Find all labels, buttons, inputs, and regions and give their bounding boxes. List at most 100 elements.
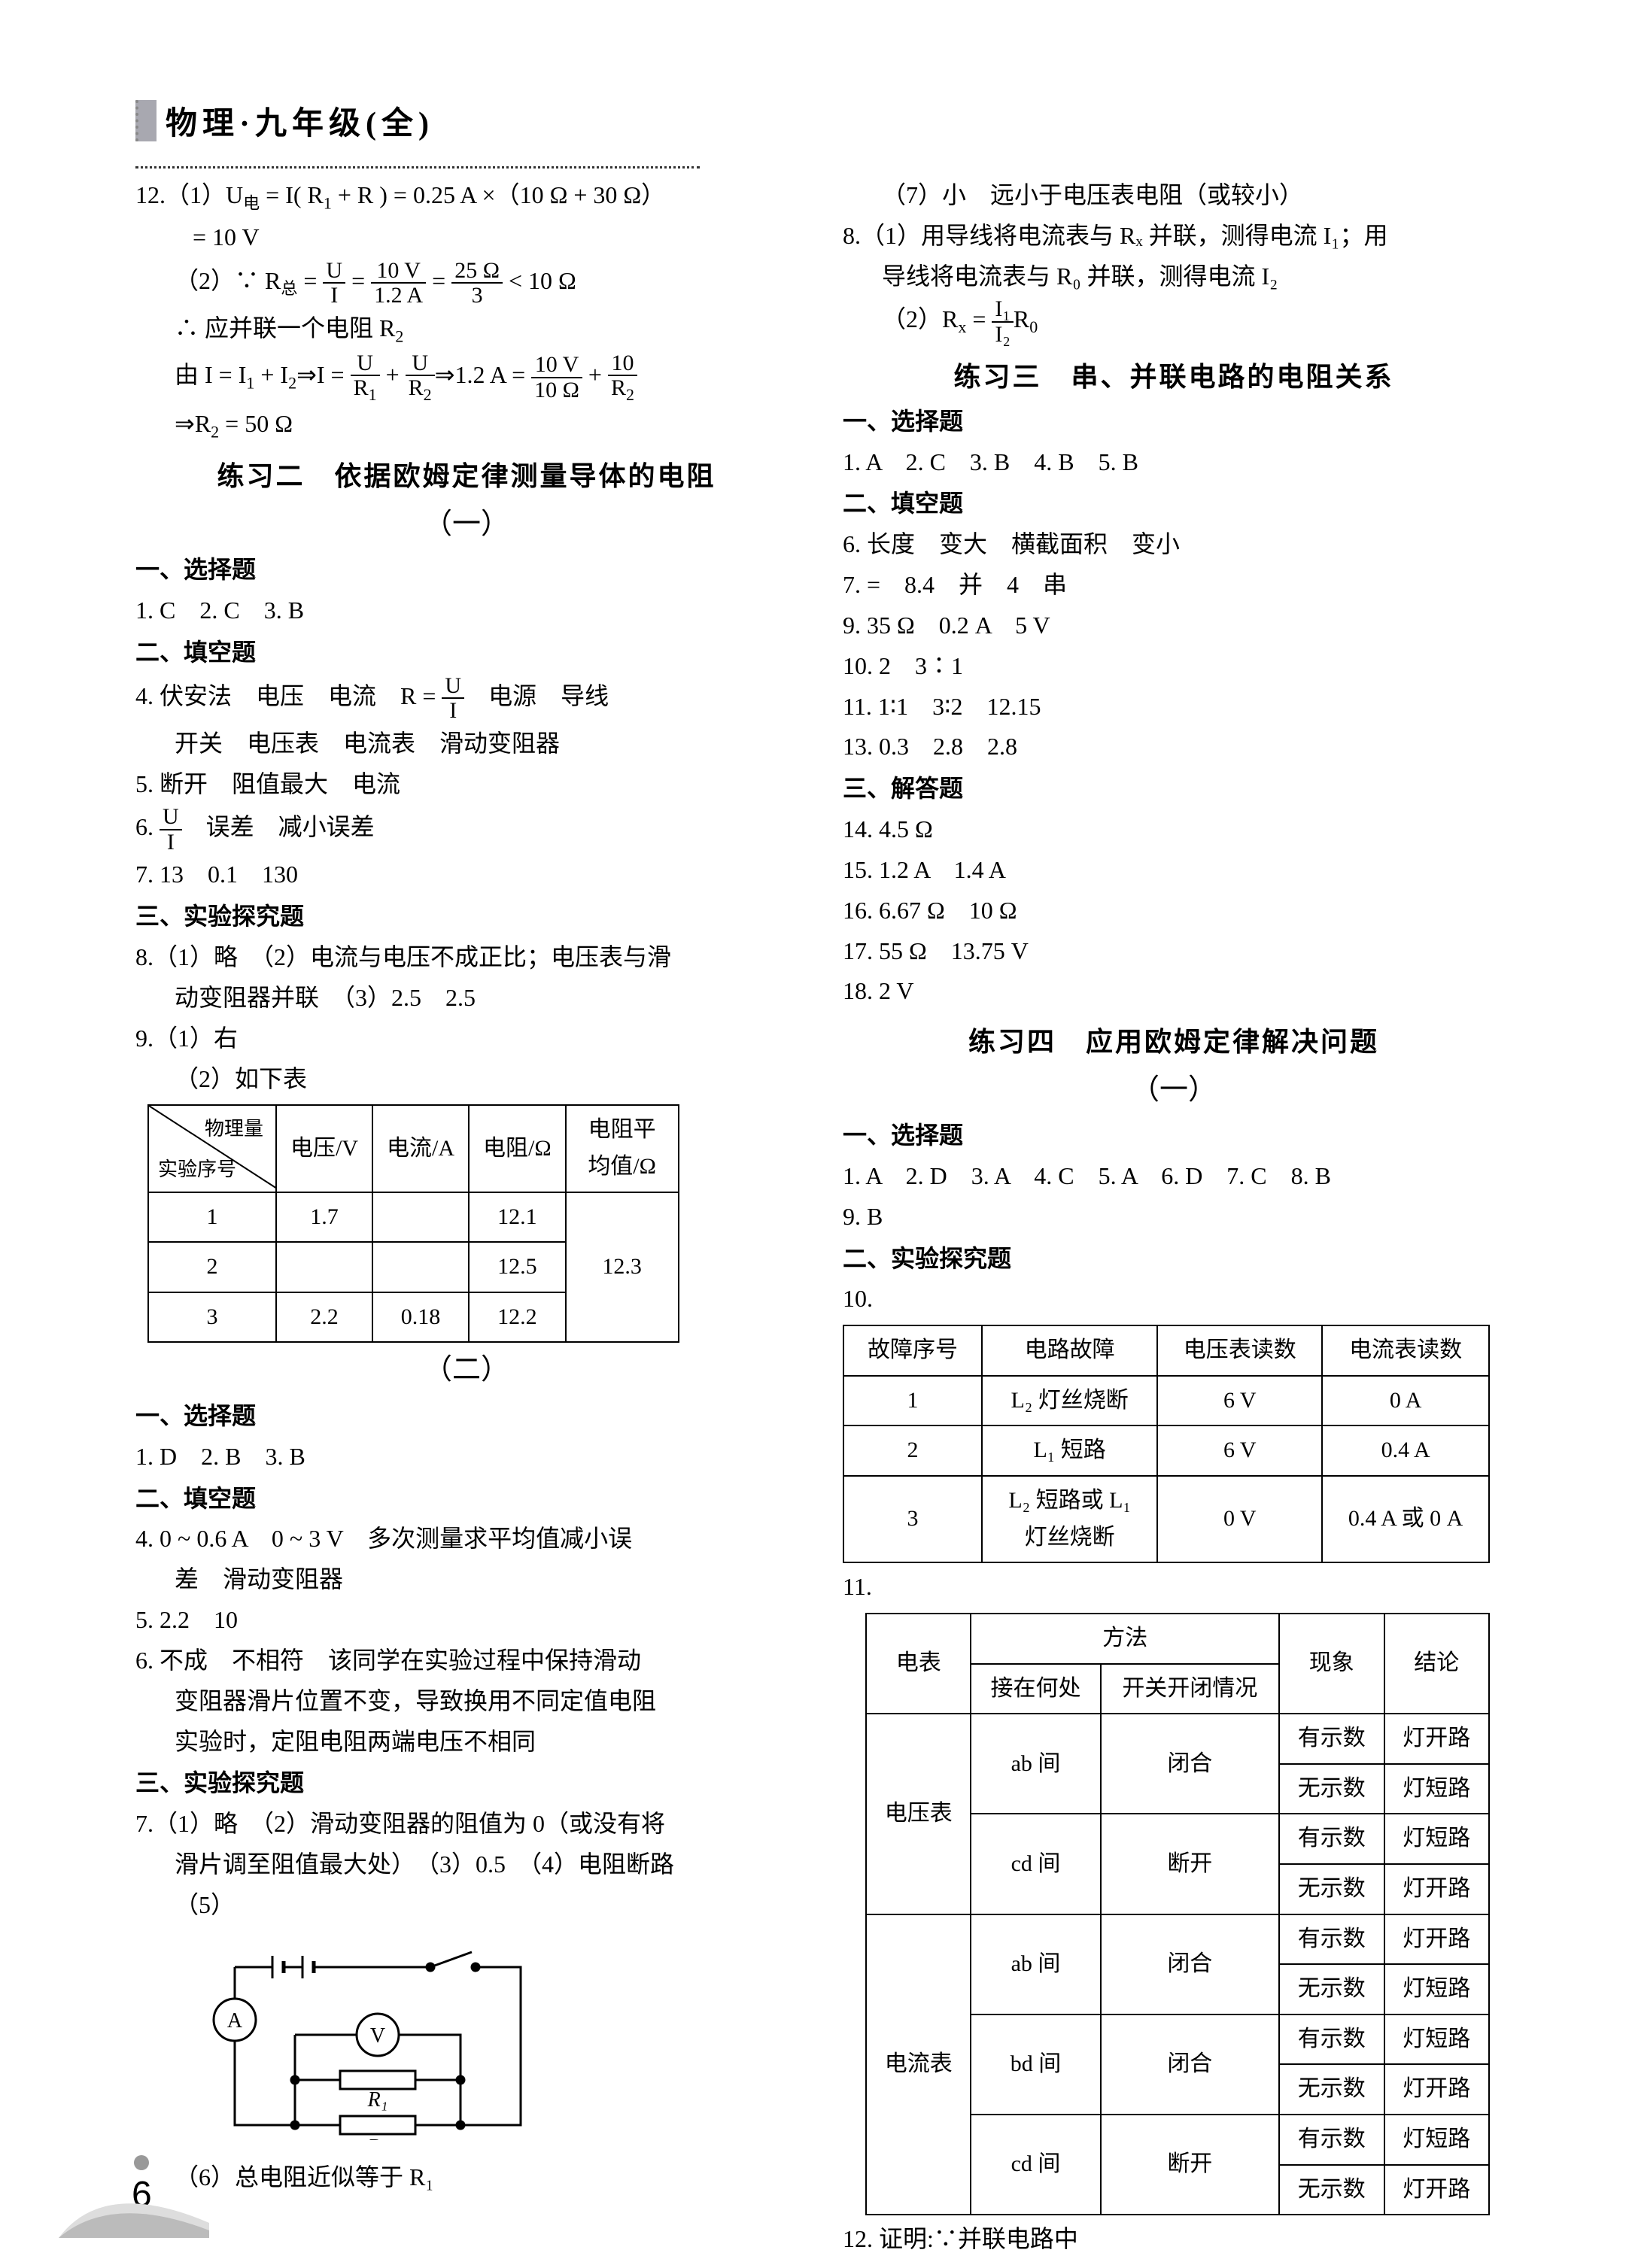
header-divider [135,166,700,169]
td: 0 V [1157,1476,1322,1562]
t: 9. B [843,1198,1505,1237]
td: 12.5 [469,1242,566,1292]
t: 由 I = I [175,361,246,388]
t: （6）总电阻近似等于 R₁ [135,2158,798,2197]
t: 4. 0 ~ 0.6 A 0 ~ 3 V 多次测量求平均值减小误 [135,1520,798,1559]
t: 1. D 2. B 3. B [135,1438,798,1477]
t: I₁ [992,297,1013,323]
exercise-2-title: 练习二 依据欧姆定律测量导体的电阻 [135,454,798,498]
th: 结论 [1384,1614,1490,1714]
t: + [582,361,608,388]
t: 10 V [371,259,426,284]
th: 电流/A [372,1105,469,1192]
subsection: 二、填空题 [135,1480,798,1519]
subsection: 一、选择题 [135,551,798,590]
t: I [442,699,464,723]
t: = 10 V [193,223,260,250]
th: 电压表读数 [1157,1325,1322,1376]
t: I [160,830,182,855]
td: 2 [843,1425,982,1476]
table-1: 物理量实验序号 电压/V 电流/A 电阻/Ω 电阻平均值/Ω 11.712.11… [147,1104,679,1343]
td: 有示数 [1279,1814,1384,1864]
t: 动变阻器并联 （3）2.5 2.5 [135,979,798,1018]
td [372,1242,469,1292]
td: 3 [148,1292,276,1343]
t: 实验序号 [158,1154,236,1186]
subsection: 三、解答题 [843,770,1505,809]
t: 10 Ω [531,378,582,402]
td: L₂ 短路或 L₁ 灯丝烧断 [982,1476,1157,1562]
t: 3 [451,284,503,308]
td: 3 [843,1476,982,1562]
td: ab 间 [971,1914,1100,2014]
t: 10. 2 3∶1 [843,647,1505,686]
th: 电路故障 [982,1325,1157,1376]
t: = [426,267,451,294]
svg-text:V: V [370,2024,385,2048]
t: 5. 断开 阻值最大 电流 [135,765,798,804]
td: 0.4 A 或 0 A [1322,1476,1489,1562]
t: = 50 Ω [219,410,293,437]
td: 0.18 [372,1292,469,1343]
td: 断开 [1101,2115,1280,2215]
t: （二） [135,1347,798,1394]
th: 方法 [971,1614,1279,1664]
t: 13. 0.3 2.8 2.8 [843,727,1505,767]
t: 9.（1）右 [135,1019,798,1058]
th: 电流表读数 [1322,1325,1489,1376]
t: + I [254,361,288,388]
td: 断开 [1101,1814,1280,1914]
td: 电流表 [866,1914,971,2215]
exercise-3-title: 练习三 串、并联电路的电阻关系 [843,355,1505,399]
td: L₂ 灯丝烧断 [982,1376,1157,1426]
td: 6 V [1157,1425,1322,1476]
right-column: （7）小 远小于电压表电阻（或较小） 8.（1）用导线将电流表与 Rₓ 并联，测… [843,175,1505,2259]
t: 物理量 [205,1113,263,1145]
t: I₂ [992,323,1013,347]
t: 1.2 A [371,284,426,308]
t: （一） [843,1067,1505,1114]
t: 导线将电流表与 R₀ 并联，测得电流 I₂ [843,257,1505,296]
t: R₁ [367,2088,388,2112]
page-corner-icon [59,2148,209,2238]
t: 7.（1）略 （2）滑动变阻器的阻值为 0（或没有将 [135,1805,798,1844]
td: 灯短路 [1384,2115,1490,2165]
th: 电阻/Ω [469,1105,566,1192]
th: 接在何处 [971,1664,1100,1714]
t: R [409,375,424,400]
td: 灯短路 [1384,1764,1490,1814]
td: cd 间 [971,2115,1100,2215]
subsection: 二、实验探究题 [843,1240,1505,1279]
t: 6. 长度 变大 横截面积 变小 [843,525,1505,564]
t: 1. C 2. C 3. B [135,591,798,630]
t: 开关 电压表 电流表 滑动变阻器 [135,724,798,764]
t: + R ) = 0.25 A ×（10 Ω + 30 Ω） [332,181,665,208]
subsection: 二、填空题 [843,484,1505,524]
t: 5. 2.2 10 [135,1601,798,1640]
t: 25 Ω [451,259,503,284]
t: R [611,375,626,400]
td: 有示数 [1279,2014,1384,2065]
t: U [351,351,380,377]
td: cd 间 [971,1814,1100,1914]
subsection: 三、实验探究题 [135,897,798,937]
td: 2 [148,1242,276,1292]
t: U [160,805,182,830]
t: R [1014,305,1029,332]
t: U [442,674,464,700]
th: 电压/V [276,1105,372,1192]
th: 电阻平均值/Ω [566,1105,679,1192]
t: U [323,259,345,284]
t: ⇒1.2 A = [435,361,531,388]
t: 变阻器滑片位置不变，导致换用不同定值电阻 [135,1682,798,1721]
svg-text:A: A [227,2009,243,2033]
td: 1 [148,1192,276,1243]
td: 无示数 [1279,2064,1384,2115]
td: 有示数 [1279,1914,1384,1965]
td: 灯短路 [1384,2014,1490,2065]
td: 1 [843,1376,982,1426]
th: 开关开闭情况 [1101,1664,1280,1714]
t: 18. 2 V [843,972,1505,1011]
td [372,1192,469,1243]
t: 17. 55 Ω 13.75 V [843,932,1505,971]
